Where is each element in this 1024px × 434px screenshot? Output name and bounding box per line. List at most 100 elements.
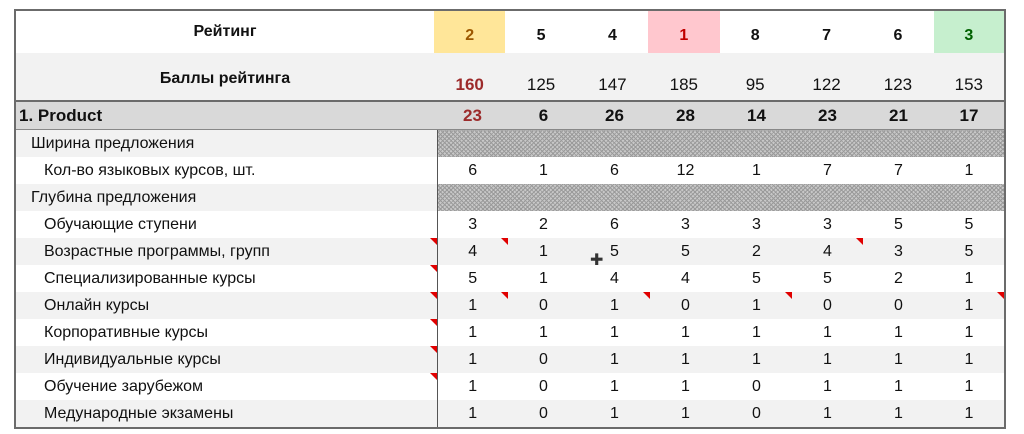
value-cell[interactable]: 1	[437, 346, 508, 373]
value-cell[interactable]: 3	[468, 215, 478, 233]
value-cell[interactable]: 1	[934, 400, 1005, 428]
value-cell[interactable]: 1	[863, 400, 934, 428]
value-cell[interactable]: 0	[792, 292, 863, 319]
score-cell[interactable]: 185	[648, 53, 720, 106]
row-label[interactable]: Обучение зарубежом	[15, 373, 438, 400]
value-cell[interactable]: 1	[792, 346, 863, 373]
value-cell[interactable]: 3	[863, 238, 934, 265]
rating-cell[interactable]: 8	[750, 27, 760, 44]
value-cell[interactable]: 0	[539, 377, 548, 395]
rating-cell[interactable]: 4	[607, 27, 617, 44]
value-cell[interactable]: 5	[650, 238, 721, 265]
value-cell[interactable]: 1	[964, 377, 974, 395]
rating-label[interactable]: Рейтинг	[193, 23, 257, 40]
value-cell[interactable]: 1	[650, 400, 721, 428]
value-cell[interactable]: 0	[863, 292, 934, 319]
value-cell[interactable]: 4	[437, 238, 508, 265]
section-total-cell[interactable]: 23	[792, 101, 863, 130]
value-cell[interactable]: 0	[721, 400, 792, 428]
row-label[interactable]: Индивидуальные курсы	[15, 346, 438, 373]
score-cell[interactable]: 125	[505, 53, 577, 106]
value-cell[interactable]: 5	[823, 269, 832, 287]
value-cell[interactable]: 1	[508, 238, 579, 265]
value-cell[interactable]: 5	[894, 215, 903, 233]
value-cell[interactable]: 1	[894, 377, 903, 395]
value-cell[interactable]: 6	[610, 161, 619, 179]
value-cell[interactable]: 1	[964, 323, 974, 341]
value-cell[interactable]: 5	[468, 269, 478, 287]
value-cell[interactable]: 2	[721, 238, 792, 265]
section-title[interactable]: 1. Product	[15, 101, 437, 130]
hatched-cell[interactable]	[437, 184, 1005, 211]
value-cell[interactable]: 1	[468, 323, 478, 341]
value-cell[interactable]: 7	[823, 161, 832, 179]
section-total-cell[interactable]: 28	[650, 101, 721, 130]
section-total-cell[interactable]: 17	[934, 101, 1005, 130]
row-label[interactable]: Медународные экзамены	[15, 400, 438, 428]
score-cell[interactable]: 123	[862, 53, 934, 106]
value-cell[interactable]: 5	[752, 269, 761, 287]
value-cell[interactable]: 4	[792, 238, 863, 265]
value-cell[interactable]: 1	[894, 323, 903, 341]
value-cell[interactable]: 1	[792, 400, 863, 428]
value-cell[interactable]: 0	[650, 292, 721, 319]
value-cell[interactable]: 1	[823, 323, 832, 341]
value-cell[interactable]: 1	[468, 377, 478, 395]
value-cell[interactable]: 1	[610, 377, 619, 395]
score-cell[interactable]: 147	[576, 53, 649, 106]
row-label[interactable]: Ширина предложения	[15, 129, 438, 157]
rating-cell[interactable]: 3	[933, 10, 1005, 53]
row-label[interactable]: Кол-во языковых курсов, шт.	[15, 157, 438, 184]
rating-cell[interactable]: 5	[536, 27, 546, 44]
rating-cell[interactable]: 2	[434, 10, 506, 53]
score-cell[interactable]: 95	[719, 53, 791, 106]
value-cell[interactable]: 6	[610, 215, 619, 233]
value-cell[interactable]: 1	[539, 269, 548, 287]
value-cell[interactable]: 5	[964, 215, 974, 233]
value-cell[interactable]: 1	[681, 377, 690, 395]
section-total-cell[interactable]: 14	[721, 101, 792, 130]
value-cell[interactable]: 1	[964, 161, 974, 179]
row-label[interactable]: Онлайн курсы	[15, 292, 438, 319]
value-cell[interactable]: 1	[934, 292, 1005, 319]
rating-cell[interactable]: 6	[893, 27, 903, 44]
value-cell[interactable]: 1	[437, 292, 508, 319]
value-cell[interactable]: 3	[681, 215, 690, 233]
row-label[interactable]: Глубина предложения	[15, 184, 438, 211]
value-cell[interactable]: 1	[539, 161, 548, 179]
value-cell[interactable]: 5	[934, 238, 1005, 265]
score-cell[interactable]: 153	[933, 53, 1005, 106]
section-total-cell[interactable]: 6	[508, 101, 579, 130]
row-label[interactable]: Обучающие ступени	[15, 211, 438, 238]
value-cell[interactable]: 0	[752, 377, 761, 395]
value-cell[interactable]: 3	[752, 215, 761, 233]
value-cell[interactable]: 1	[863, 346, 934, 373]
row-label[interactable]: Возрастные программы, групп	[15, 238, 438, 265]
row-label[interactable]: Специализированные курсы	[15, 265, 438, 292]
value-cell[interactable]: 1	[610, 323, 619, 341]
value-cell[interactable]: 3	[823, 215, 832, 233]
section-total-cell[interactable]: 21	[863, 101, 934, 130]
value-cell[interactable]: 4	[681, 269, 690, 287]
section-total-cell[interactable]: 23	[437, 101, 508, 130]
value-cell[interactable]: 6	[468, 161, 478, 179]
score-label[interactable]: Баллы рейтинга	[15, 53, 434, 106]
hatched-cell[interactable]	[437, 129, 1005, 157]
score-cell[interactable]: 160	[434, 53, 506, 106]
rating-cell[interactable]: 7	[822, 27, 832, 44]
row-label[interactable]: Корпоративные курсы	[15, 319, 438, 346]
value-cell[interactable]: 4	[610, 269, 619, 287]
section-total-cell[interactable]: 26	[579, 101, 650, 130]
value-cell[interactable]: 7	[894, 161, 903, 179]
value-cell[interactable]: 1	[752, 161, 761, 179]
value-cell[interactable]: 1	[934, 346, 1005, 373]
value-cell[interactable]: 2	[894, 269, 903, 287]
value-cell[interactable]: 1	[579, 292, 650, 319]
rating-cell[interactable]: 1	[648, 10, 720, 53]
value-cell[interactable]: 0	[508, 400, 579, 428]
value-cell[interactable]: 5	[579, 238, 650, 265]
value-cell[interactable]: 2	[539, 215, 548, 233]
value-cell[interactable]: 1	[721, 346, 792, 373]
value-cell[interactable]: 1	[579, 400, 650, 428]
value-cell[interactable]: 1	[539, 323, 548, 341]
